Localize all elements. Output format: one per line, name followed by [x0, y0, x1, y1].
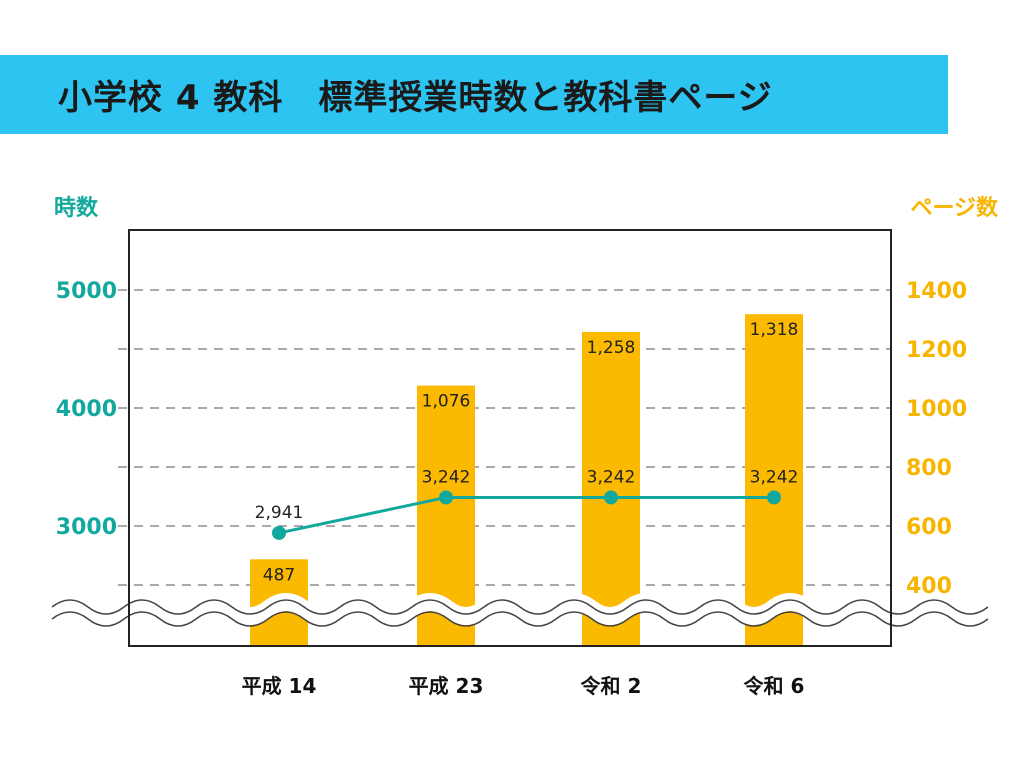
category-label: 平成 14	[242, 674, 317, 698]
right-tick-label: 1000	[906, 397, 967, 422]
right-tick-label: 1200	[906, 338, 967, 363]
left-tick-label: 5000	[56, 279, 117, 304]
bar-3	[745, 314, 803, 646]
category-label: 令和 6	[744, 674, 805, 698]
bar-value-label: 1,318	[750, 320, 799, 340]
left-tick-label: 3000	[56, 515, 117, 540]
bar-value-label: 487	[263, 565, 295, 585]
bar-value-label: 1,076	[422, 392, 471, 412]
axis-break-line-top	[51, 599, 989, 615]
bar-value-label: 1,258	[587, 338, 636, 358]
title-bar: 小学校 4 教科 標準授業時数と教科書ページ	[0, 55, 948, 134]
left-axis-title: 時数	[54, 196, 99, 221]
line-point-3	[767, 490, 781, 505]
right-tick-label: 800	[906, 456, 952, 481]
line-point-1	[439, 490, 453, 505]
right-tick-label: 600	[906, 515, 952, 540]
bar-2	[582, 331, 640, 646]
line-value-label: 3,242	[750, 467, 799, 487]
line-point-0	[272, 525, 286, 540]
line-value-label: 2,941	[255, 503, 304, 523]
line-value-label: 3,242	[587, 467, 636, 487]
right-tick-label: 1400	[906, 279, 967, 304]
line-series	[278, 495, 774, 535]
axis-break-fill-2	[48, 601, 992, 625]
left-tick-label: 4000	[56, 397, 117, 422]
chart-title: 小学校 4 教科 標準授業時数と教科書ページ	[58, 78, 773, 118]
category-label: 令和 2	[581, 674, 642, 698]
category-label: 平成 23	[409, 674, 484, 698]
axis-break-line-bottom	[51, 611, 989, 627]
line-value-label: 3,242	[422, 467, 471, 487]
right-tick-label: 400	[906, 574, 952, 599]
line-point-2	[604, 490, 618, 505]
plot-frame	[128, 229, 892, 647]
right-axis-title: ページ数	[910, 196, 998, 221]
